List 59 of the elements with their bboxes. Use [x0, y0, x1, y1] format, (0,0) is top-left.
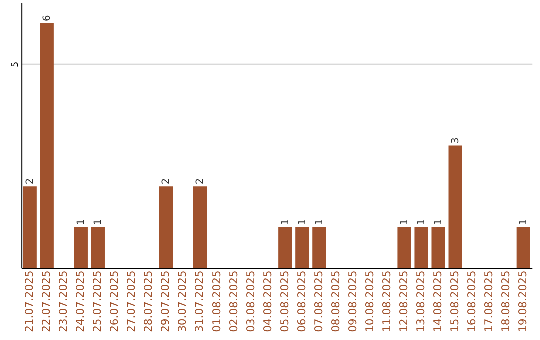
bar	[516, 227, 530, 268]
bar	[448, 146, 462, 268]
bar	[74, 227, 88, 268]
data-label: 1	[297, 219, 308, 226]
x-tick-label: 09.08.2025	[346, 270, 360, 332]
x-tick-label: 15.08.2025	[448, 270, 462, 332]
x-tick-label: 05.08.2025	[278, 270, 292, 332]
x-tick-label: 01.08.2025	[210, 270, 224, 332]
bar	[23, 186, 37, 268]
bar	[296, 227, 310, 268]
bar	[414, 227, 428, 268]
x-tick-label: 21.07.2025	[23, 270, 36, 332]
data-label: 1	[280, 219, 292, 226]
data-label: 1	[76, 219, 88, 226]
x-tick-label: 26.07.2025	[108, 270, 122, 332]
data-label: 2	[161, 178, 172, 185]
x-tick-label: 23.07.2025	[57, 270, 70, 332]
x-tick-label: 25.07.2025	[91, 270, 104, 332]
data-label: 1	[399, 219, 410, 226]
y-tick-label: 5	[11, 62, 22, 68]
x-tick-label: 12.08.2025	[397, 270, 410, 332]
x-tick-label: 07.08.2025	[312, 270, 326, 332]
bar	[398, 227, 412, 268]
x-tick-label: 17.08.2025	[482, 270, 496, 332]
data-label: 3	[450, 138, 462, 144]
x-tick-label: 24.07.2025	[74, 270, 88, 332]
x-tick-label: 03.08.2025	[244, 270, 258, 332]
x-tick-label: 06.08.2025	[295, 270, 308, 332]
data-label: 2	[195, 178, 206, 185]
data-label: 1	[314, 219, 326, 226]
x-tick-label: 14.08.2025	[431, 270, 444, 332]
x-tick-label: 18.08.2025	[500, 270, 513, 332]
x-tick-label: 31.07.2025	[193, 270, 206, 332]
x-tick-label: 11.08.2025	[380, 270, 394, 332]
data-label: 1	[93, 219, 104, 226]
data-label: 2	[25, 178, 36, 185]
x-tick-label: 30.07.2025	[176, 270, 190, 332]
bar	[91, 227, 105, 268]
data-label: 6	[42, 15, 54, 22]
bar	[159, 186, 174, 268]
data-label: 1	[433, 219, 444, 226]
bar	[432, 227, 446, 268]
x-tick-label: 13.08.2025	[414, 270, 428, 332]
x-tick-label: 19.08.2025	[516, 270, 530, 332]
bar	[278, 227, 292, 268]
x-tick-label: 28.07.2025	[142, 270, 156, 332]
x-tick-label: 16.08.2025	[466, 270, 479, 332]
x-tick-label: 22.07.2025	[40, 270, 54, 332]
bar	[40, 23, 54, 268]
bar	[193, 186, 208, 268]
x-tick-label: 04.08.2025	[261, 270, 274, 332]
data-label: 1	[518, 219, 530, 226]
x-tick-label: 10.08.2025	[363, 270, 376, 332]
x-tick-label: 08.08.2025	[329, 270, 342, 332]
x-tick-label: 29.07.2025	[159, 270, 172, 332]
data-label: 1	[416, 219, 428, 226]
x-tick-label: 02.08.2025	[227, 270, 240, 332]
bar	[312, 227, 326, 268]
x-tick-label: 27.07.2025	[125, 270, 138, 332]
